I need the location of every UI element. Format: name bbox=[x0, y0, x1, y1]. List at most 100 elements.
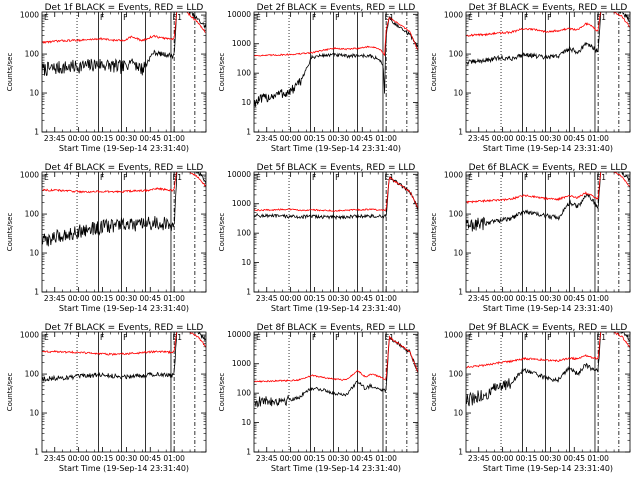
lld-rate-line bbox=[254, 17, 418, 57]
vertical-markers bbox=[288, 332, 408, 452]
flag-label: E bbox=[468, 13, 473, 22]
flag-label: F bbox=[312, 333, 316, 342]
x-tick-label: 00:45 bbox=[139, 134, 161, 143]
flag-label: F bbox=[547, 173, 551, 182]
flag-label: F bbox=[524, 333, 528, 342]
x-tick-label: 00:30 bbox=[328, 454, 350, 463]
vertical-markers bbox=[500, 332, 620, 452]
x-tick-label: 23:45 bbox=[256, 454, 278, 463]
vertical-markers bbox=[500, 12, 620, 132]
y-axis-label: Counts/sec bbox=[6, 53, 14, 92]
vertical-markers bbox=[76, 332, 196, 452]
panel-6: Det 6f BLACK = Events, RED = LLD Counts/s… bbox=[430, 163, 631, 313]
y-tick-label: 10 bbox=[29, 249, 39, 258]
x-tick-label: 00:45 bbox=[563, 294, 585, 303]
panel-title: Det 8f BLACK = Events, RED = LLD bbox=[257, 323, 416, 333]
y-tick-label: 10 bbox=[453, 89, 463, 98]
x-axis-label: Start Time (19-Sep-14 23:31:40) bbox=[483, 304, 613, 313]
y-axis-label: Counts/sec bbox=[430, 213, 438, 252]
plot-frame bbox=[253, 331, 419, 453]
y-tick-label: 10000 bbox=[227, 170, 251, 179]
y-tick-label: 1 bbox=[246, 128, 251, 137]
x-tick-label: 00:00 bbox=[492, 294, 514, 303]
series-group bbox=[466, 332, 630, 407]
x-tick-label: 00:45 bbox=[351, 454, 373, 463]
y-tick-label: 1 bbox=[34, 128, 39, 137]
x-axis-label: Start Time (19-Sep-14 23:31:40) bbox=[59, 464, 189, 473]
panel-title: Det 9f BLACK = Events, RED = LLD bbox=[469, 323, 628, 333]
panel-2: Det 2f BLACK = Events, RED = LLD Counts/s… bbox=[218, 3, 419, 153]
flag-label: E bbox=[44, 173, 49, 182]
flag-label: F bbox=[335, 13, 339, 22]
lld-rate-line bbox=[254, 176, 418, 212]
series-group bbox=[42, 332, 206, 383]
panel-title: Det 5f BLACK = Events, RED = LLD bbox=[257, 163, 416, 173]
event-rate-line bbox=[254, 15, 418, 108]
lld-rate-line bbox=[466, 332, 630, 369]
y-tick-label: 1 bbox=[246, 448, 251, 457]
flag-label: F bbox=[335, 173, 339, 182]
lld-rate-line bbox=[254, 335, 418, 383]
x-tick-label: 00:45 bbox=[139, 294, 161, 303]
x-tick-label: 00:30 bbox=[540, 294, 562, 303]
x-tick-label: 01:00 bbox=[587, 294, 609, 303]
flag-label: E bbox=[468, 173, 473, 182]
x-tick-label: 01:00 bbox=[587, 454, 609, 463]
flag-label: F bbox=[100, 13, 104, 22]
y-axis-label: Counts/sec bbox=[218, 53, 226, 92]
plot-frame bbox=[41, 331, 207, 453]
x-tick-label: 23:45 bbox=[468, 134, 490, 143]
flag-label: F bbox=[312, 173, 316, 182]
x-tick-label: 00:45 bbox=[351, 134, 373, 143]
x-axis-label: Start Time (19-Sep-14 23:31:40) bbox=[59, 144, 189, 153]
y-tick-label: 1000 bbox=[444, 11, 463, 20]
vertical-markers bbox=[76, 12, 196, 132]
plot-frame bbox=[465, 171, 631, 293]
x-tick-label: 01:00 bbox=[587, 134, 609, 143]
y-tick-label: 100 bbox=[449, 370, 464, 379]
y-tick-label: 100 bbox=[449, 210, 464, 219]
y-tick-label: 10 bbox=[453, 409, 463, 418]
x-tick-label: 00:15 bbox=[304, 134, 326, 143]
event-rate-line bbox=[466, 12, 630, 66]
flag-label: E bbox=[44, 13, 49, 22]
event-rate-line bbox=[42, 172, 206, 247]
y-tick-label: 1000 bbox=[20, 331, 39, 340]
x-tick-label: 00:30 bbox=[328, 294, 350, 303]
y-tick-label: 10 bbox=[241, 98, 251, 107]
x-tick-label: 00:15 bbox=[516, 134, 538, 143]
y-axis-label: Counts/sec bbox=[6, 213, 14, 252]
vertical-markers bbox=[288, 12, 408, 132]
y-tick-label: 100 bbox=[25, 370, 40, 379]
flag-label: F bbox=[335, 333, 339, 342]
y-tick-label: 1000 bbox=[232, 199, 251, 208]
panel-title: Det 4f BLACK = Events, RED = LLD bbox=[45, 163, 204, 173]
flag-label: E1 bbox=[172, 333, 182, 342]
flag-label: E bbox=[256, 13, 261, 22]
x-axis-label: Start Time (19-Sep-14 23:31:40) bbox=[271, 144, 401, 153]
x-tick-label: 00:15 bbox=[516, 454, 538, 463]
x-axis-label: Start Time (19-Sep-14 23:31:40) bbox=[483, 464, 613, 473]
y-axis-label: Counts/sec bbox=[6, 373, 14, 412]
y-tick-label: 10000 bbox=[227, 10, 251, 19]
x-tick-label: 01:00 bbox=[375, 454, 397, 463]
event-rate-line bbox=[466, 172, 630, 232]
flag-label: E1 bbox=[172, 13, 182, 22]
y-tick-label: 10000 bbox=[227, 330, 251, 339]
panel-title: Det 6f BLACK = Events, RED = LLD bbox=[469, 163, 628, 173]
vertical-markers bbox=[288, 172, 408, 292]
x-tick-label: 00:15 bbox=[92, 454, 114, 463]
flag-label: F bbox=[123, 333, 127, 342]
lld-rate-line bbox=[466, 12, 630, 37]
y-tick-label: 100 bbox=[25, 50, 40, 59]
y-tick-label: 10 bbox=[241, 258, 251, 267]
x-tick-label: 00:00 bbox=[68, 454, 90, 463]
y-tick-label: 1 bbox=[34, 448, 39, 457]
x-axis-label: Start Time (19-Sep-14 23:31:40) bbox=[271, 464, 401, 473]
flag-label: F bbox=[312, 13, 316, 22]
y-tick-label: 1 bbox=[34, 288, 39, 297]
x-tick-label: 00:30 bbox=[540, 454, 562, 463]
x-tick-label: 23:45 bbox=[256, 134, 278, 143]
y-tick-label: 1000 bbox=[20, 11, 39, 20]
x-tick-label: 23:45 bbox=[468, 294, 490, 303]
